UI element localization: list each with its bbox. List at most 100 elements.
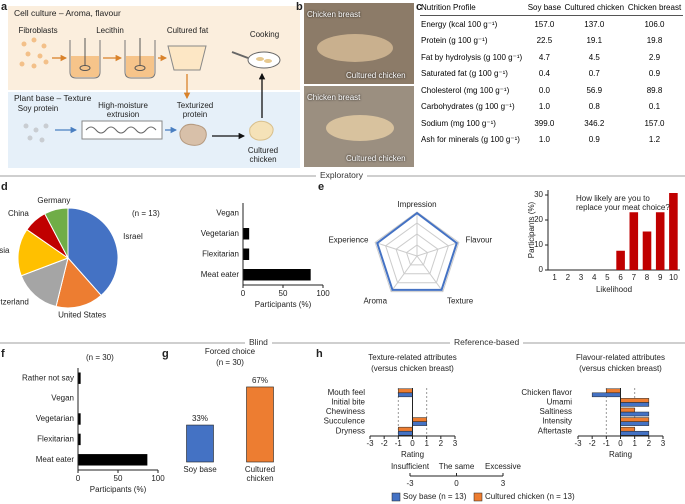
cooking-pan <box>231 51 281 69</box>
x-tick-label: 1 <box>552 273 557 282</box>
x-axis-label: Participants (%) <box>255 300 312 309</box>
y-tick-label: Umami <box>547 398 573 407</box>
x-tick-label: 10 <box>669 273 678 282</box>
y-tick-label: Chicken flavor <box>521 388 572 397</box>
soy-protein <box>23 123 49 143</box>
bar <box>606 388 621 394</box>
chart-title: Forced choice <box>205 347 256 356</box>
y-tick-label: Succulence <box>324 417 366 426</box>
radar-line <box>376 211 458 291</box>
y-tick-label: Saltiness <box>540 407 572 416</box>
scale-label: Insufficient <box>391 462 430 471</box>
bar <box>412 417 427 422</box>
x-tick-label: 5 <box>605 273 610 282</box>
radar-label: Aroma <box>363 296 387 305</box>
bar <box>78 454 148 466</box>
bar <box>78 372 81 384</box>
pie-slice <box>67 207 119 297</box>
scale-tick-label: 0 <box>454 479 459 488</box>
x-tick-label: -3 <box>574 439 582 448</box>
y-tick-label: Vegan <box>51 394 74 403</box>
x-tick-label: 50 <box>114 474 123 483</box>
bar <box>243 269 311 281</box>
radar-label: Flavour <box>466 235 493 244</box>
y-tick-label: Rather not say <box>22 373 74 382</box>
bar <box>620 407 635 413</box>
bar <box>620 402 650 407</box>
bar <box>398 426 413 432</box>
x-tick-label: 3 <box>579 273 584 282</box>
chart-subtitle: (versus chicken breast) <box>371 364 454 373</box>
x-tick-label: -2 <box>381 439 389 448</box>
radar-label: Impression <box>397 200 436 209</box>
y-tick-label: Vegetarian <box>201 229 239 238</box>
photo <box>326 115 394 141</box>
x-tick-label: 50 <box>279 289 288 298</box>
x-axis-label: Participants (%) <box>90 485 147 494</box>
x-tick-label: -2 <box>589 439 597 448</box>
bar <box>620 426 635 432</box>
y-tick-label: 20 <box>534 215 543 224</box>
y-tick-label: Flexitarian <box>37 435 74 444</box>
bioreactor <box>124 38 156 79</box>
chart-subtitle: (n = 30) <box>216 358 244 367</box>
y-axis-label: Participants (%) <box>527 201 536 258</box>
bar <box>620 421 650 426</box>
pie-label: China <box>8 209 29 218</box>
bar <box>642 231 652 270</box>
legend-swatch <box>391 492 401 502</box>
x-tick-label: -1 <box>395 439 403 448</box>
chart-subtitle: (versus chicken breast) <box>579 364 662 373</box>
bar <box>620 417 650 422</box>
bar <box>655 212 665 270</box>
pie-slice <box>17 228 70 277</box>
bar <box>398 430 413 436</box>
grid-ring <box>374 211 460 293</box>
bar <box>246 386 274 463</box>
x-axis-label: Rating <box>609 450 632 459</box>
grid-ring <box>385 222 449 284</box>
x-tick-label: 2 <box>439 439 444 448</box>
y-tick-label: Initial bite <box>331 398 365 407</box>
x-tick-label: 0 <box>241 289 246 298</box>
x-tick-label: 3 <box>661 439 666 448</box>
bar <box>78 413 81 425</box>
bar <box>591 392 621 398</box>
legend-label: Cultured chicken (n = 13) <box>485 492 575 501</box>
photo <box>317 34 393 62</box>
x-tick-label: 1 <box>424 439 429 448</box>
x-tick-label: 100 <box>151 474 165 483</box>
y-tick-label: Vegetarian <box>36 414 74 423</box>
x-tick-label: -3 <box>366 439 374 448</box>
bioreactor <box>69 38 101 79</box>
x-axis-label: Rating <box>401 450 424 459</box>
legend-label: Soy base (n = 13) <box>403 492 467 501</box>
pie-slice <box>20 257 69 308</box>
bar <box>186 424 214 463</box>
x-tick-label: 3 <box>453 439 458 448</box>
x-tick-label: 7 <box>632 273 637 282</box>
spoke <box>416 255 444 292</box>
spoke <box>390 255 418 292</box>
bar <box>243 228 250 240</box>
y-tick-label: Chewiness <box>326 407 365 416</box>
bar <box>412 421 427 426</box>
pie-label: Germany <box>37 196 70 205</box>
cultured-chicken-piece <box>249 120 274 141</box>
x-tick-label: 8 <box>645 273 650 282</box>
bar <box>629 212 639 270</box>
x-tick-label: 0 <box>76 474 81 483</box>
y-tick-label: Intensity <box>542 417 572 426</box>
y-tick-label: Mouth feel <box>328 388 366 397</box>
pie-label: United States <box>58 310 106 319</box>
bar <box>398 392 413 398</box>
x-tick-label: 9 <box>658 273 663 282</box>
bar <box>616 250 625 270</box>
x-tick-label: 6 <box>618 273 623 282</box>
fibroblast-cells <box>19 37 49 69</box>
texturized-protein <box>179 123 207 146</box>
y-tick-label: Flexitarian <box>202 249 239 258</box>
scale-label: The same <box>439 462 475 471</box>
